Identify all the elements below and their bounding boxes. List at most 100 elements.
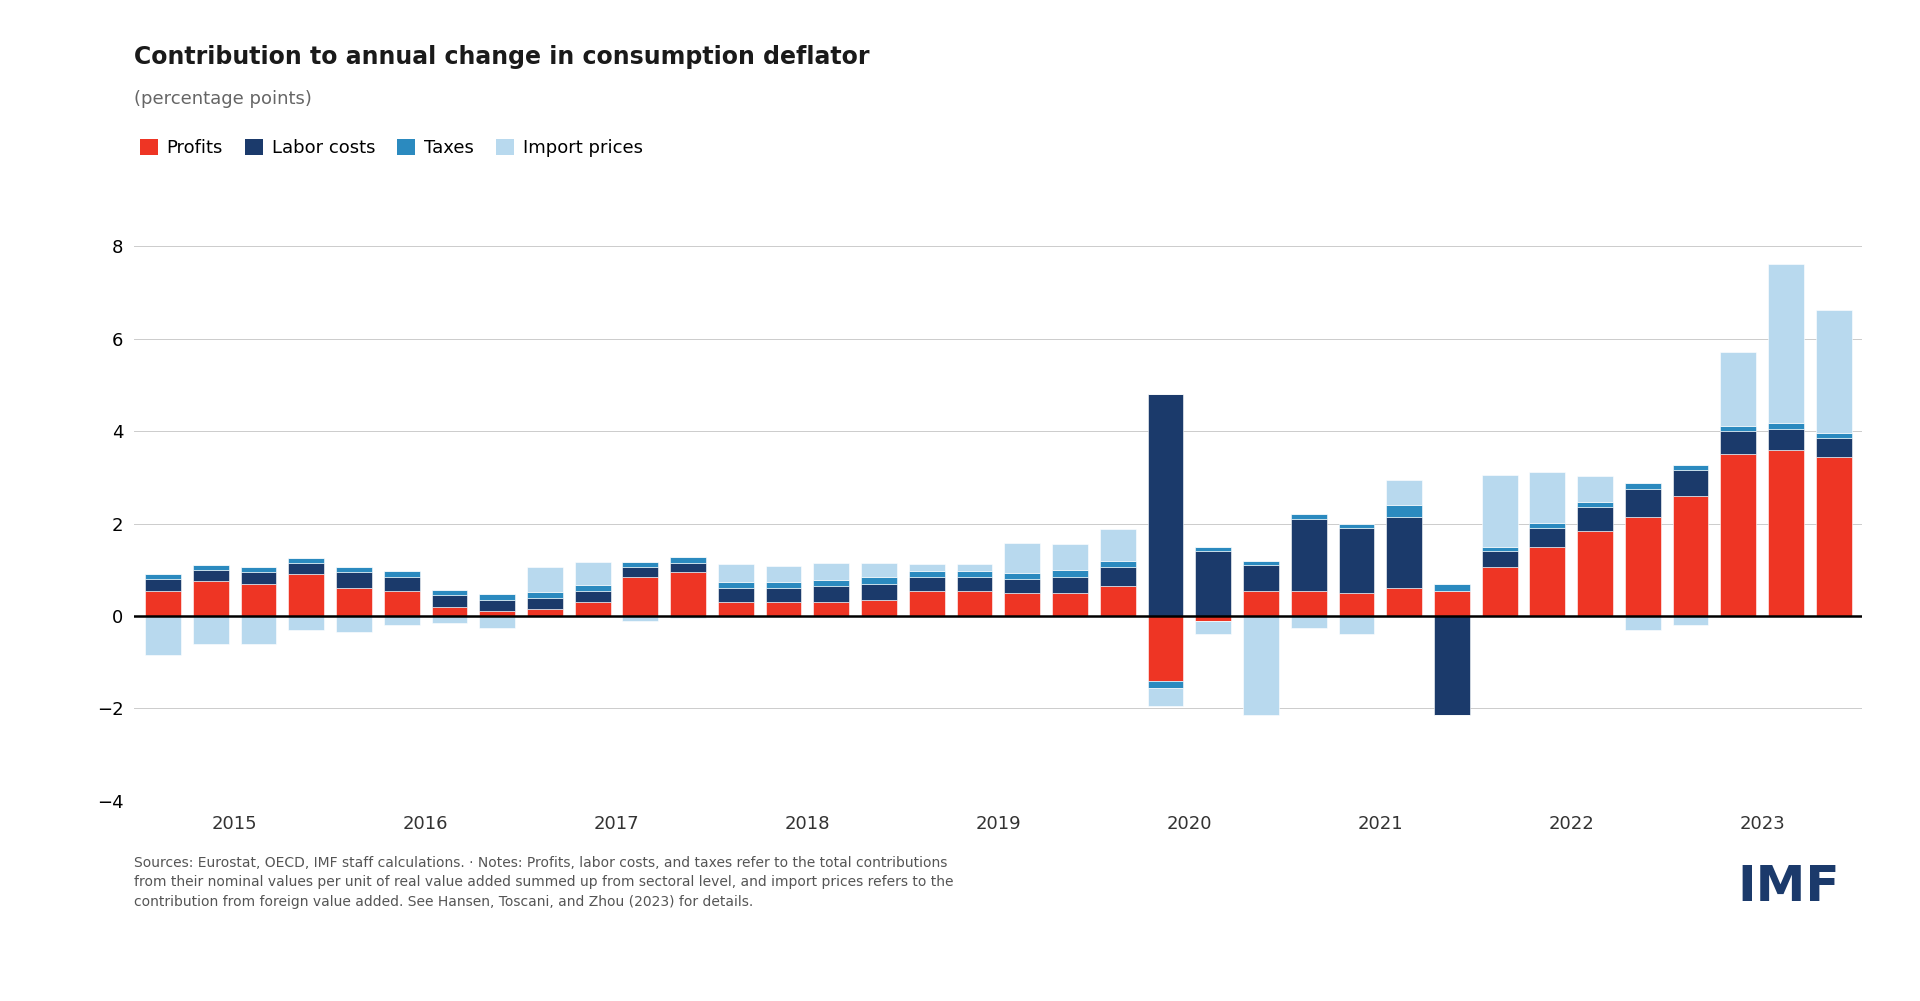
Text: 2018: 2018 bbox=[785, 815, 829, 833]
Bar bbox=[862, 578, 897, 584]
Bar bbox=[766, 582, 801, 589]
Text: 2019: 2019 bbox=[975, 815, 1021, 833]
Bar bbox=[1052, 577, 1089, 593]
Bar bbox=[1196, 547, 1231, 552]
Bar bbox=[1768, 449, 1805, 616]
Bar bbox=[1576, 476, 1613, 502]
Bar bbox=[622, 616, 659, 621]
Bar bbox=[192, 566, 228, 570]
Bar bbox=[1290, 519, 1327, 591]
Bar bbox=[908, 591, 945, 616]
Bar bbox=[1196, 552, 1231, 616]
Bar bbox=[1530, 523, 1565, 529]
Bar bbox=[1148, 616, 1183, 681]
Bar bbox=[670, 563, 707, 573]
Bar bbox=[1290, 515, 1327, 519]
Bar bbox=[1434, 616, 1471, 716]
Bar bbox=[1290, 591, 1327, 616]
Bar bbox=[146, 579, 180, 591]
Bar bbox=[1148, 394, 1183, 616]
Bar bbox=[1052, 570, 1089, 577]
Bar bbox=[622, 562, 659, 568]
Bar bbox=[1482, 547, 1517, 552]
Bar bbox=[908, 577, 945, 591]
Bar bbox=[1530, 529, 1565, 547]
Bar bbox=[1386, 506, 1423, 517]
Bar bbox=[1242, 561, 1279, 566]
Bar bbox=[1624, 616, 1661, 630]
Bar bbox=[1100, 586, 1135, 616]
Bar bbox=[240, 573, 276, 584]
Bar bbox=[1004, 579, 1041, 593]
Bar bbox=[1242, 566, 1279, 591]
Bar bbox=[1004, 593, 1041, 616]
Bar bbox=[1720, 431, 1757, 454]
Bar bbox=[1624, 488, 1661, 517]
Bar bbox=[1768, 264, 1805, 423]
Bar bbox=[1768, 423, 1805, 428]
Bar bbox=[1576, 531, 1613, 616]
Bar bbox=[1100, 530, 1135, 562]
Text: Sources: Eurostat, OECD, IMF staff calculations. · Notes: Profits, labor costs, : Sources: Eurostat, OECD, IMF staff calcu… bbox=[134, 856, 954, 909]
Bar bbox=[1338, 616, 1375, 635]
Bar bbox=[718, 603, 755, 616]
Bar bbox=[240, 584, 276, 616]
Bar bbox=[1816, 310, 1851, 432]
Bar bbox=[526, 609, 563, 616]
Bar bbox=[526, 598, 563, 609]
Bar bbox=[766, 566, 801, 582]
Bar bbox=[1196, 621, 1231, 635]
Bar bbox=[288, 559, 324, 563]
Bar bbox=[1482, 552, 1517, 568]
Bar bbox=[192, 582, 228, 616]
Bar bbox=[574, 585, 611, 591]
Bar bbox=[718, 583, 755, 589]
Text: IMF: IMF bbox=[1738, 863, 1839, 911]
Bar bbox=[1624, 517, 1661, 616]
Bar bbox=[288, 563, 324, 575]
Bar bbox=[1720, 454, 1757, 616]
Bar bbox=[862, 600, 897, 616]
Bar bbox=[480, 600, 515, 612]
Bar bbox=[1004, 573, 1041, 579]
Bar bbox=[574, 603, 611, 616]
Bar bbox=[146, 616, 180, 656]
Text: 2022: 2022 bbox=[1548, 815, 1594, 833]
Bar bbox=[1530, 471, 1565, 523]
Bar bbox=[1386, 517, 1423, 589]
Bar bbox=[1530, 547, 1565, 616]
Bar bbox=[1004, 543, 1041, 573]
Text: (percentage points): (percentage points) bbox=[134, 90, 313, 108]
Bar bbox=[526, 567, 563, 592]
Bar bbox=[1386, 589, 1423, 616]
Bar bbox=[432, 616, 467, 623]
Bar bbox=[1576, 502, 1613, 508]
Bar bbox=[1386, 479, 1423, 506]
Bar bbox=[956, 577, 993, 591]
Bar bbox=[574, 591, 611, 603]
Bar bbox=[1672, 464, 1709, 470]
Bar bbox=[718, 564, 755, 583]
Bar bbox=[1768, 428, 1805, 449]
Bar bbox=[1720, 351, 1757, 425]
Bar bbox=[1242, 616, 1279, 716]
Bar bbox=[1624, 483, 1661, 488]
Bar bbox=[766, 603, 801, 616]
Bar bbox=[1576, 508, 1613, 531]
Bar bbox=[1482, 568, 1517, 616]
Bar bbox=[432, 590, 467, 596]
Bar bbox=[1290, 616, 1327, 628]
Bar bbox=[1338, 524, 1375, 529]
Bar bbox=[1338, 529, 1375, 593]
Bar bbox=[670, 558, 707, 563]
Bar bbox=[146, 575, 180, 579]
Bar bbox=[670, 573, 707, 616]
Bar bbox=[956, 571, 993, 577]
Bar bbox=[862, 584, 897, 600]
Bar bbox=[956, 564, 993, 571]
Bar bbox=[956, 591, 993, 616]
Text: 2015: 2015 bbox=[211, 815, 257, 833]
Bar bbox=[384, 572, 420, 577]
Bar bbox=[192, 616, 228, 644]
Bar bbox=[336, 616, 372, 633]
